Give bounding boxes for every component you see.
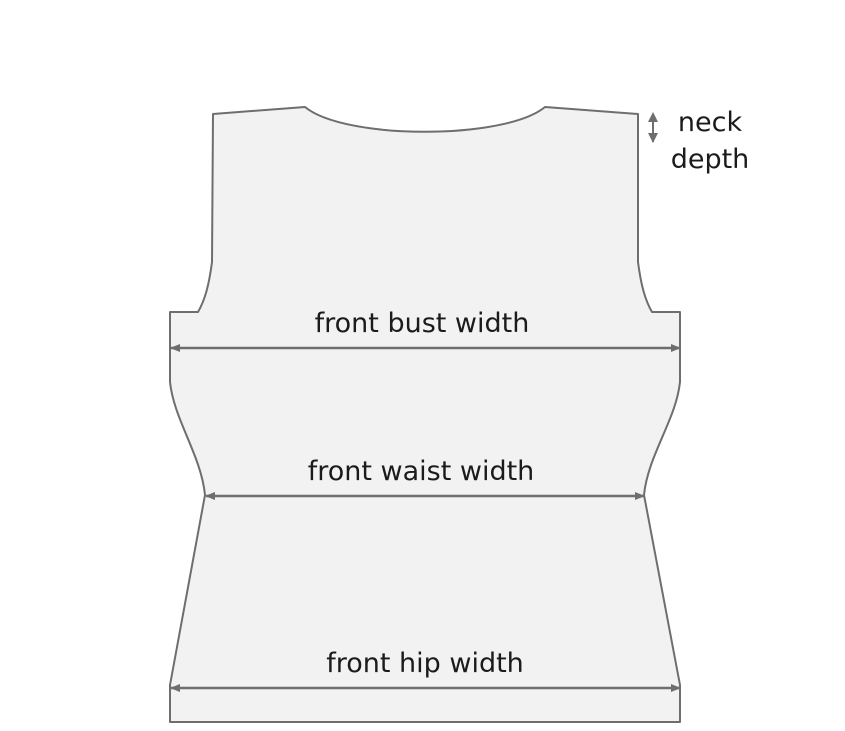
neck-depth-label-line2: depth bbox=[670, 144, 750, 175]
neck-depth-arrowhead-bottom bbox=[648, 133, 658, 143]
neck-depth-label-line1: neck bbox=[677, 107, 743, 138]
neck-depth-arrowhead-top bbox=[648, 112, 658, 122]
hip-width-label: front hip width bbox=[326, 648, 524, 679]
neck-depth-label: neck depth bbox=[662, 104, 758, 178]
bodice-outline bbox=[169, 106, 681, 723]
waist-width-label: front waist width bbox=[307, 456, 535, 487]
bust-width-label: front bust width bbox=[314, 308, 530, 339]
